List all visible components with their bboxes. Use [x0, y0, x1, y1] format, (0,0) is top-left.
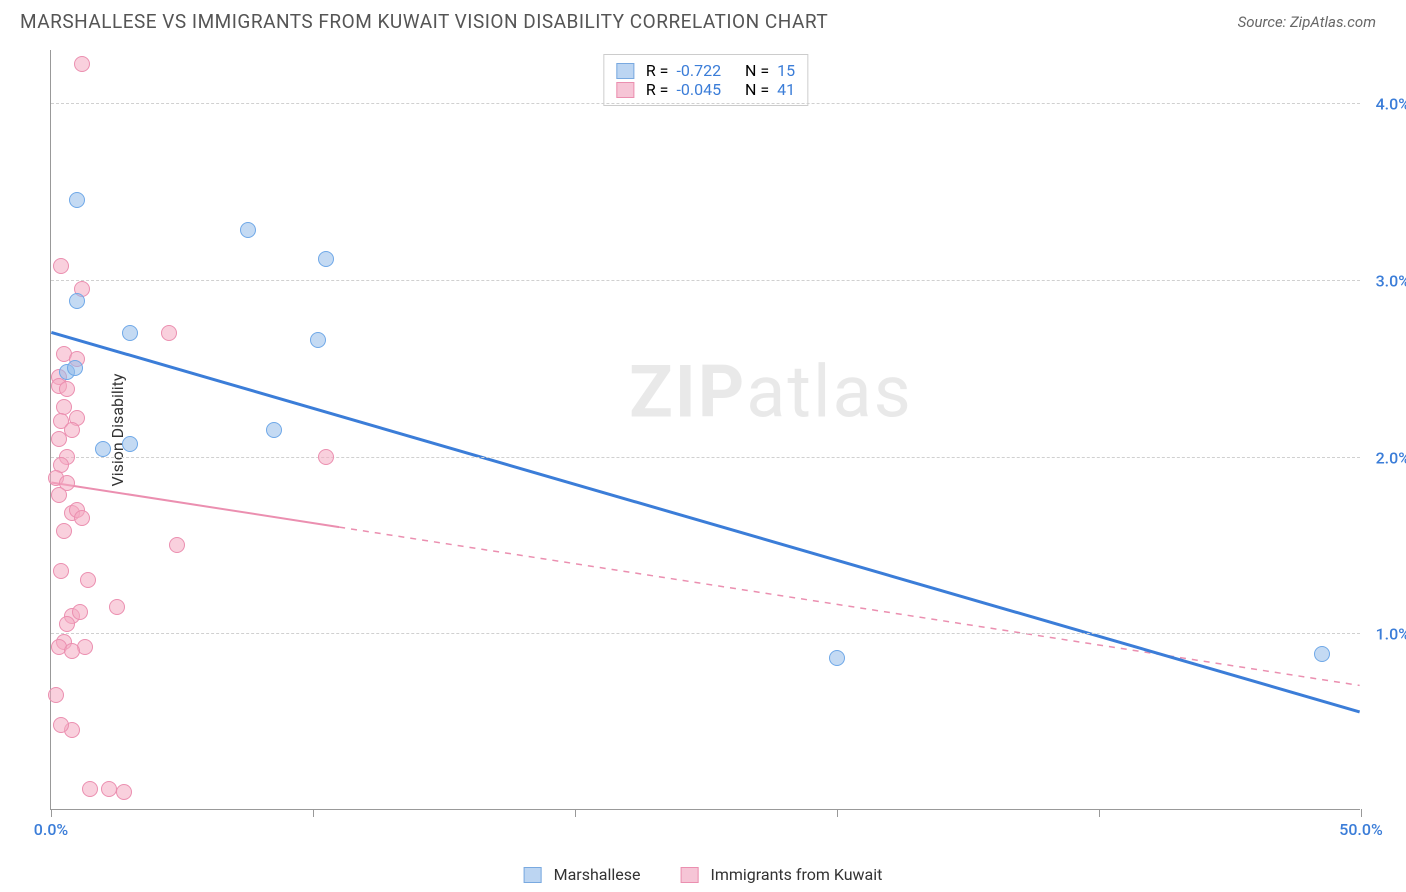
- data-point: [51, 431, 67, 447]
- x-tick-label: 50.0%: [1339, 820, 1383, 839]
- legend-r-label: R =: [646, 61, 669, 80]
- data-point: [53, 258, 69, 274]
- x-tick: [1361, 809, 1362, 817]
- chart-title: MARSHALLESE VS IMMIGRANTS FROM KUWAIT VI…: [20, 10, 828, 33]
- x-tick: [1099, 809, 1100, 817]
- data-point: [59, 616, 75, 632]
- x-tick: [575, 809, 576, 817]
- scatter-chart: Vision Disability R = -0.722 N = 15 R = …: [50, 50, 1360, 810]
- data-point: [53, 563, 69, 579]
- legend-n-value: 41: [777, 80, 795, 99]
- data-point: [122, 436, 138, 452]
- data-point: [122, 325, 138, 341]
- data-point: [318, 251, 334, 267]
- trendline-dashed: [339, 527, 1359, 685]
- watermark-rest: atlas: [746, 349, 913, 434]
- source-label: Source: ZipAtlas.com: [1238, 13, 1376, 31]
- data-point: [310, 332, 326, 348]
- legend-label: Immigrants from Kuwait: [710, 865, 882, 884]
- swatch-blue-icon: [524, 867, 542, 883]
- data-point: [318, 449, 334, 465]
- gridline: 4.0%: [51, 103, 1360, 104]
- data-point: [240, 222, 256, 238]
- trendlines-layer: [51, 50, 1360, 809]
- legend-n-label: N =: [745, 80, 769, 99]
- y-tick-label: 2.0%: [1376, 448, 1406, 467]
- data-point: [74, 56, 90, 72]
- data-point: [101, 781, 117, 797]
- data-point: [67, 360, 83, 376]
- data-point: [51, 487, 67, 503]
- data-point: [69, 293, 85, 309]
- y-tick-label: 4.0%: [1376, 95, 1406, 114]
- data-point: [48, 687, 64, 703]
- y-tick-label: 1.0%: [1376, 625, 1406, 644]
- y-tick-label: 3.0%: [1376, 271, 1406, 290]
- legend-label: Marshallese: [554, 865, 641, 884]
- y-axis-label: Vision Disability: [108, 373, 127, 486]
- swatch-blue-icon: [616, 63, 634, 79]
- data-point: [161, 325, 177, 341]
- legend-item-marshallese: Marshallese: [524, 865, 641, 884]
- legend-r-label: R =: [646, 80, 669, 99]
- gridline: 3.0%: [51, 280, 1360, 281]
- legend-n-value: 15: [777, 61, 795, 80]
- x-tick: [313, 809, 314, 817]
- data-point: [74, 510, 90, 526]
- legend-row-kuwait: R = -0.045 N = 41: [616, 80, 795, 99]
- legend-row-marshallese: R = -0.722 N = 15: [616, 61, 795, 80]
- series-legend: Marshallese Immigrants from Kuwait: [524, 865, 883, 884]
- gridline: 1.0%: [51, 633, 1360, 634]
- x-tick-label: 0.0%: [34, 820, 68, 839]
- legend-item-kuwait: Immigrants from Kuwait: [680, 865, 882, 884]
- data-point: [64, 643, 80, 659]
- data-point: [169, 537, 185, 553]
- data-point: [95, 441, 111, 457]
- data-point: [266, 422, 282, 438]
- data-point: [69, 192, 85, 208]
- data-point: [80, 572, 96, 588]
- data-point: [1314, 646, 1330, 662]
- x-tick: [837, 809, 838, 817]
- trendline-solid: [51, 332, 1359, 712]
- correlation-legend: R = -0.722 N = 15 R = -0.045 N = 41: [603, 54, 808, 106]
- data-point: [72, 604, 88, 620]
- data-point: [109, 599, 125, 615]
- trendline-solid: [51, 482, 339, 527]
- data-point: [53, 717, 69, 733]
- swatch-pink-icon: [680, 867, 698, 883]
- data-point: [59, 381, 75, 397]
- watermark: ZIPatlas: [629, 349, 913, 434]
- swatch-pink-icon: [616, 82, 634, 98]
- data-point: [56, 523, 72, 539]
- legend-r-value: -0.722: [676, 61, 721, 80]
- gridline: 2.0%: [51, 457, 1360, 458]
- watermark-bold: ZIP: [629, 349, 746, 434]
- header: MARSHALLESE VS IMMIGRANTS FROM KUWAIT VI…: [0, 0, 1406, 33]
- legend-r-value: -0.045: [676, 80, 721, 99]
- data-point: [82, 781, 98, 797]
- x-tick: [51, 809, 52, 817]
- legend-n-label: N =: [745, 61, 769, 80]
- data-point: [829, 650, 845, 666]
- data-point: [116, 784, 132, 800]
